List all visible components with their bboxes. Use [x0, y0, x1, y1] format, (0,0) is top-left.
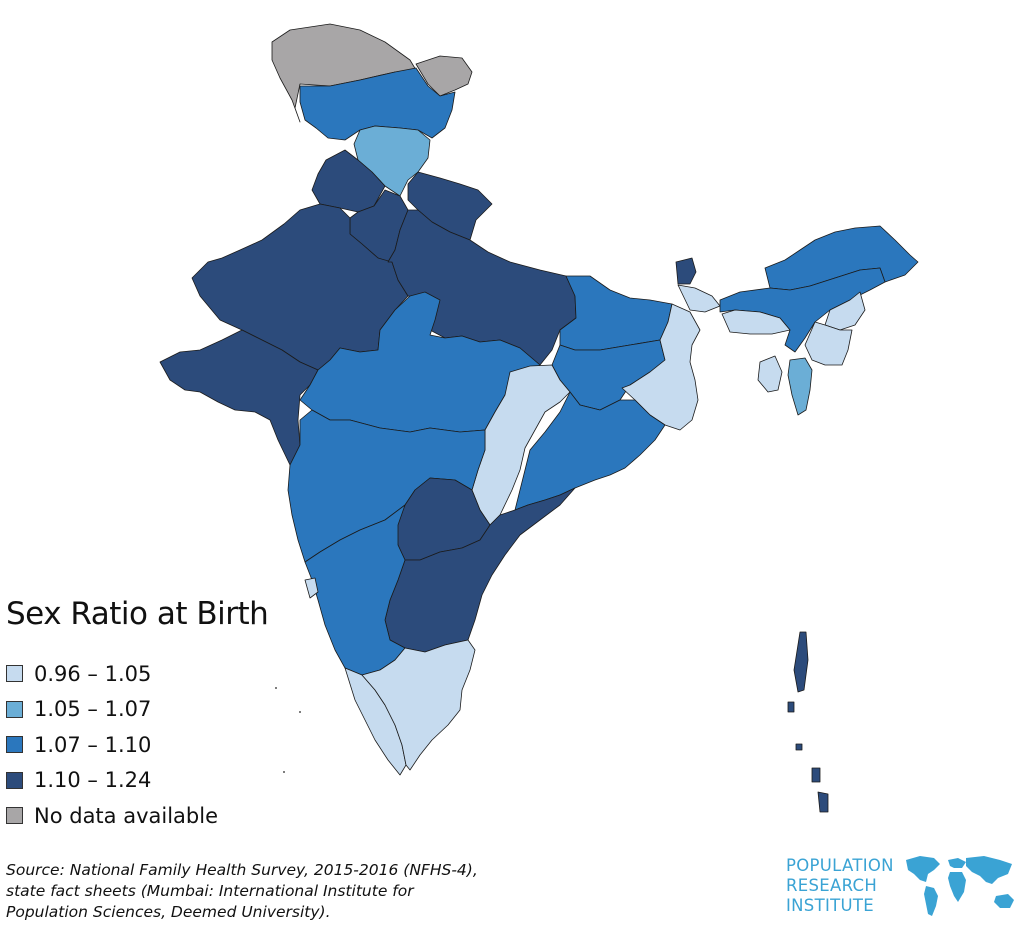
legend-label: 0.96 – 1.05: [34, 661, 152, 686]
legend-swatch: [6, 700, 23, 718]
region-lakshadweep-marks: [275, 687, 301, 773]
legend-label: 1.05 – 1.07: [34, 697, 152, 722]
legend-swatch: [6, 807, 23, 825]
region-goa: [304, 577, 319, 599]
region-tamil-nadu: [361, 639, 476, 771]
source-line: Source: National Family Health Survey, 2…: [6, 861, 478, 879]
legend-label: No data available: [34, 803, 218, 828]
region-mizoram: [787, 357, 813, 416]
legend-swatch: [6, 771, 23, 789]
legend: 0.96 – 1.05 1.05 – 1.07 1.07 – 1.10 1.10…: [6, 656, 218, 834]
region-meghalaya: [721, 309, 791, 335]
legend-swatch: [6, 665, 23, 683]
region-sikkim: [675, 257, 697, 285]
region-tripura: [757, 355, 783, 393]
logo-line: POPULATION: [786, 856, 894, 875]
region-nagaland: [824, 291, 866, 331]
region-bihar: [559, 275, 673, 351]
source-line: state fact sheets (Mumbai: International…: [6, 882, 414, 900]
legend-swatch: [6, 736, 23, 754]
region-aksai-chin: [415, 55, 473, 97]
source-line: Population Sciences, Deemed University).: [6, 903, 331, 921]
legend-label: 1.07 – 1.10: [34, 732, 152, 757]
legend-item: No data available: [6, 798, 218, 834]
region-andhra-pradesh: [384, 487, 576, 653]
region-odisha: [514, 391, 666, 511]
legend-item: 1.05 – 1.07: [6, 692, 218, 728]
logo-text: POPULATION RESEARCH INSTITUTE: [786, 856, 894, 916]
legend-item: 0.96 – 1.05: [6, 656, 218, 692]
population-research-institute-logo: POPULATION RESEARCH INSTITUTE: [786, 852, 1022, 922]
source-note: Source: National Family Health Survey, 2…: [6, 860, 486, 923]
region-jammu-kashmir: [299, 67, 456, 141]
legend-item: 1.10 – 1.24: [6, 763, 218, 799]
region-karnataka: [304, 504, 406, 676]
region-gujarat: [159, 329, 319, 466]
legend-item: 1.07 – 1.10: [6, 727, 218, 763]
legend-label: 1.10 – 1.24: [34, 768, 152, 793]
region-manipur: [804, 321, 853, 366]
legend-title: Sex Ratio at Birth: [6, 596, 269, 632]
logo-line: RESEARCH: [786, 876, 878, 895]
logo-line: INSTITUTE: [786, 896, 874, 915]
region-andaman-nicobar: [787, 631, 829, 813]
world-map-icon: [906, 856, 1014, 916]
